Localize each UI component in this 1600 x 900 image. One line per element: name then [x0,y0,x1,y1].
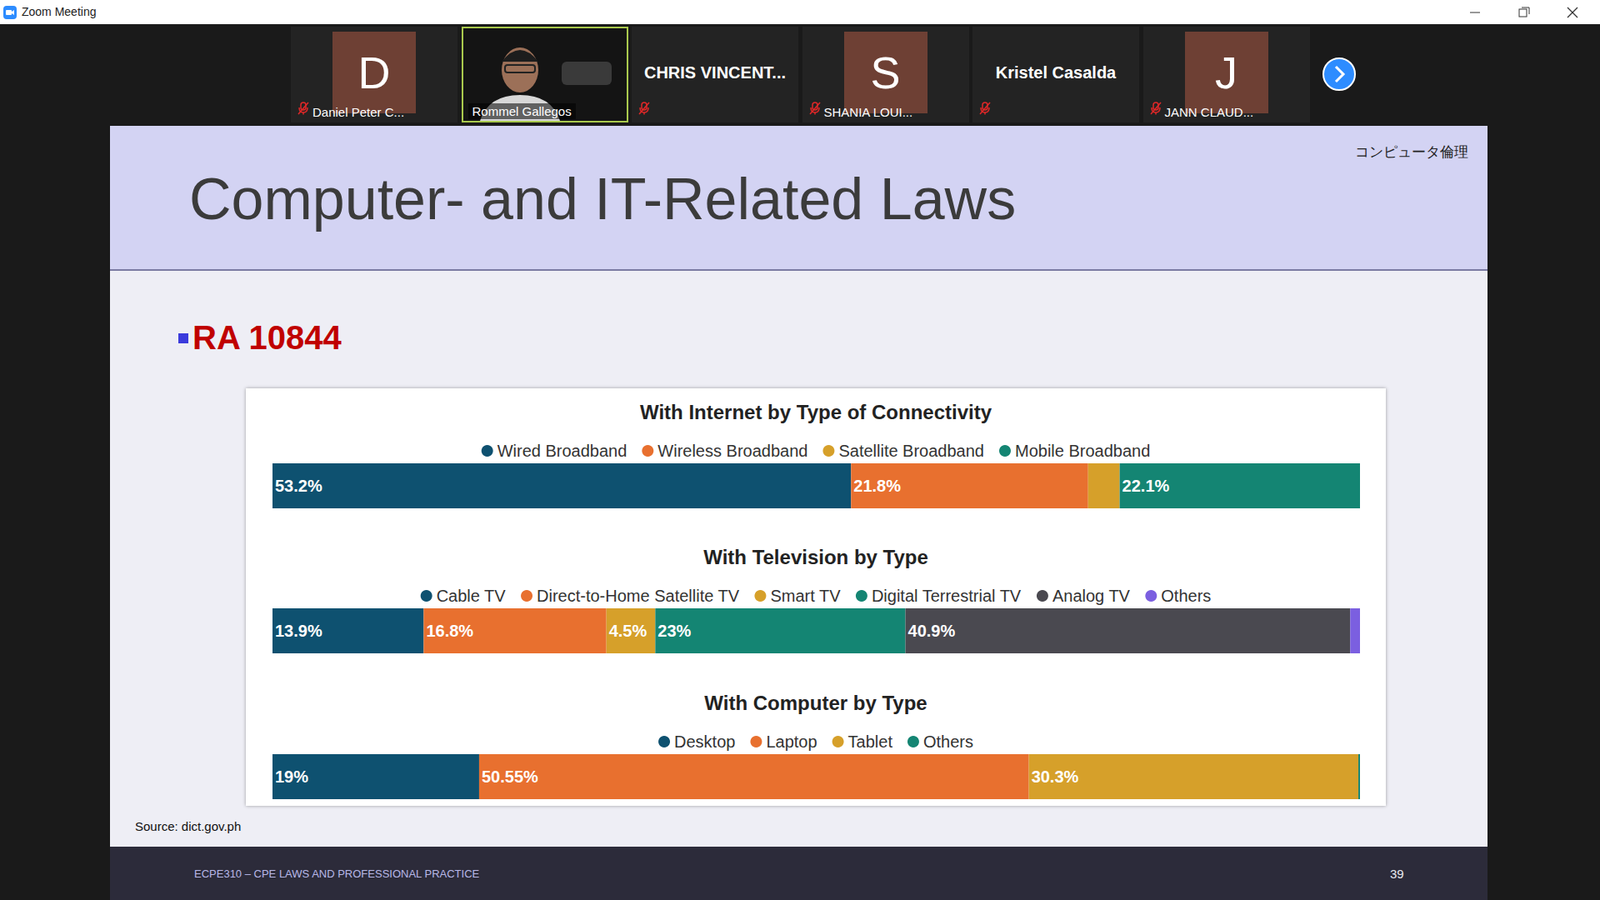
svg-text:30.3%: 30.3% [1031,767,1080,786]
svg-text:With Internet by Type of Conne: With Internet by Type of Connectivity [640,400,993,424]
html-text:SHANIA LOUI...: SHANIA LOUI... [823,105,913,120]
svg-text:With Television by Type: With Television by Type [703,545,929,569]
svg-text:Smart TV: Smart TV [770,586,841,605]
svg-text:Analog TV: Analog TV [1052,586,1131,605]
svg-text:Tablet: Tablet [848,732,894,751]
svg-text:4.5%: 4.5% [609,621,648,640]
html-text:JANN CLAUD...: JANN CLAUD... [1164,105,1254,120]
html-text:CHRIS VINCENT...: CHRIS VINCENT... [644,63,786,82]
svg-text:Satellite Broadband: Satellite Broadband [838,441,985,460]
svg-text:53.2%: 53.2% [275,476,323,495]
svg-text:With Computer by Type: With Computer by Type [704,691,927,715]
svg-text:19%: 19% [275,767,309,786]
svg-text:16.8%: 16.8% [425,621,474,640]
svg-text:13.9%: 13.9% [275,621,323,640]
html-text:D: D [357,47,391,98]
svg-text:23%: 23% [657,621,691,640]
html-text:39: 39 [1390,866,1404,881]
svg-text:Mobile Broadband: Mobile Broadband [1015,441,1150,460]
html-text:Kristel Casalda: Kristel Casalda [995,63,1117,82]
svg-text:Others: Others [1160,586,1211,605]
svg-text:40.9%: 40.9% [908,621,956,640]
html-text:J: J [1215,47,1238,98]
svg-text:Desktop: Desktop [674,732,735,751]
svg-text:Digital Terrestrial TV: Digital Terrestrial TV [871,586,1022,605]
svg-text:21.8%: 21.8% [853,476,901,495]
svg-text:Direct-to-Home Satellite TV: Direct-to-Home Satellite TV [536,586,740,605]
svg-text:Wired Broadband: Wired Broadband [497,441,628,460]
html-text:Daniel Peter C...: Daniel Peter C... [312,105,405,120]
html-text:RA 10844: RA 10844 [192,319,342,356]
svg-text:Laptop: Laptop [765,732,817,751]
svg-text:Wireless Broadband: Wireless Broadband [657,441,808,460]
html-text:Rommel Gallegos: Rommel Gallegos [472,104,572,119]
html-text:コンピュータ倫理: コンピュータ倫理 [1355,143,1469,160]
svg-text:Others: Others [923,732,974,751]
html-text:ECPE310 – CPE LAWS AND PROFESS: ECPE310 – CPE LAWS AND PROFESSIONAL PRAC… [194,867,480,880]
svg-text:50.55%: 50.55% [481,767,539,786]
html-text:Computer- and IT-Related Laws: Computer- and IT-Related Laws [189,166,1016,232]
svg-text:22.1%: 22.1% [1122,476,1170,495]
html-text:Source: dict.gov.ph: Source: dict.gov.ph [135,819,242,834]
html-text:S: S [870,47,901,98]
svg-text:Cable TV: Cable TV [436,586,507,605]
html-text:Zoom Meeting: Zoom Meeting [21,5,97,19]
